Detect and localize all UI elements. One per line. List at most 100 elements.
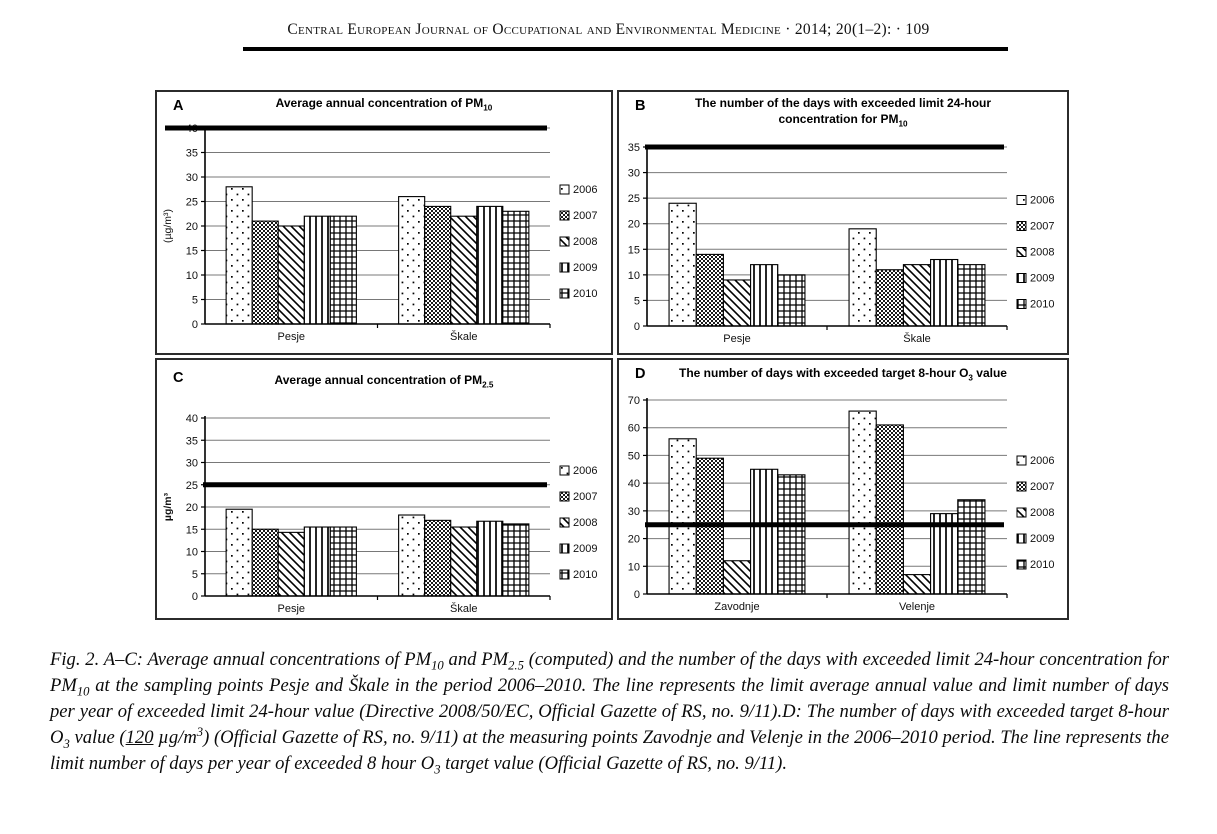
bar-2006-pesje	[225, 508, 253, 597]
legend-label: 2007	[573, 491, 597, 503]
legend-item-2008: 2008	[1016, 247, 1054, 259]
chart-panel-d: 0 10 20 30 40 50 60 70 Zavodnje Velenje 2006 2007 20…	[617, 358, 1069, 620]
legend-item-2009: 2009	[559, 262, 597, 274]
bar-2007-škale	[875, 269, 904, 327]
y-axis-label: µg/m³	[162, 492, 174, 521]
y-tick-label: 15	[628, 244, 640, 256]
bar-2007-škale	[424, 205, 452, 325]
legend-label: 2010	[573, 569, 597, 581]
bar-2010-pesje	[329, 526, 357, 597]
legend-item-2006: 2006	[559, 465, 597, 477]
y-tick-label: 0	[192, 319, 198, 331]
bar-2008-škale	[450, 215, 478, 325]
legend-item-2008: 2008	[1016, 507, 1054, 519]
bar-2009-pesje	[303, 215, 331, 325]
legend-item-2007: 2007	[1016, 481, 1054, 493]
chart-title-c: Average annual concentration of PM2.5	[274, 373, 494, 390]
legend-item-2006: 2006	[1016, 195, 1054, 207]
y-tick-label: 25	[186, 480, 198, 492]
bar-2009-pesje	[750, 264, 779, 327]
chart-title-d: The number of days with exceeded target …	[679, 366, 1007, 383]
legend-item-2008: 2008	[559, 236, 597, 248]
bar-2007-pesje	[695, 253, 724, 327]
legend-label: 2006	[573, 184, 597, 196]
bar-2008-škale	[902, 264, 932, 327]
bar-2008-škale	[450, 526, 478, 597]
bar-2008-pesje	[277, 225, 305, 325]
legend-label: 2009	[573, 543, 597, 555]
bar-2010-pesje	[329, 215, 357, 325]
legend-label: 2006	[573, 465, 597, 477]
bar-2009-zavodnje	[750, 468, 779, 595]
chart-title-a: Average annual concentration of PM10	[275, 96, 493, 113]
legend-label: 2009	[1030, 533, 1054, 545]
legend-label: 2008	[573, 517, 597, 529]
x-category-label: Pesje	[277, 603, 305, 615]
bar-2006-škale	[848, 228, 877, 327]
y-tick-label: 10	[628, 270, 640, 282]
y-tick-label: 15	[186, 524, 198, 536]
legend-label: 2008	[573, 236, 597, 248]
legend-label: 2009	[573, 262, 597, 274]
x-category-label: Pesje	[277, 331, 305, 343]
legend-label: 2007	[1030, 221, 1054, 233]
y-tick-label: 30	[186, 172, 198, 184]
bar-2008-pesje	[722, 279, 752, 327]
y-tick-label: 30	[628, 506, 640, 518]
panel-letter-d: D	[635, 366, 646, 382]
legend-label: 2007	[1030, 481, 1054, 493]
y-tick-label: 5	[634, 295, 640, 307]
bar-2006-velenje	[848, 410, 877, 595]
x-category-label: Škale	[450, 330, 478, 343]
x-category-label: Zavodnje	[714, 601, 759, 613]
x-category-label: Škale	[903, 332, 931, 345]
y-axis-label: (µg/m³)	[162, 209, 174, 243]
bar-2006-škale	[398, 514, 426, 597]
bar-2008-pesje	[277, 531, 305, 597]
bar-chart-ozone-exceedance-days: 0 10 20 30 40 50 60 70 Zavodnje Velenje 2006 2007 20…	[628, 395, 1055, 613]
x-category-label: Pesje	[723, 333, 751, 345]
legend-item-2006: 2006	[1016, 455, 1054, 467]
bar-chart-pm10-exceedance-days: 0 5 10 15 20 25 30 35 Pesje Škale 2006 2007 2008 2009…	[628, 142, 1055, 345]
x-category-label: Škale	[450, 602, 478, 615]
y-tick-label: 20	[186, 502, 198, 514]
legend-item-2010: 2010	[559, 288, 597, 300]
legend-item-2009: 2009	[559, 543, 597, 555]
chart-panel-a: 0510152025303540PesjeŠkale(µg/m³)2006200…	[155, 90, 613, 355]
bar-2010-škale	[502, 210, 530, 325]
y-tick-label: 10	[186, 270, 198, 282]
legend-label: 2006	[1030, 455, 1054, 467]
legend-label: 2006	[1030, 195, 1054, 207]
legend-item-2008: 2008	[559, 517, 597, 529]
chart-panel-c: 0 5 10 15 20 25 30 35 40 Pesje Škale µg/m³ 2006 2007 2…	[155, 358, 613, 620]
y-tick-label: 10	[186, 547, 198, 559]
bar-2007-pesje	[251, 220, 279, 325]
header-rule	[243, 47, 1008, 51]
bar-2006-pesje	[225, 186, 253, 325]
bar-2010-velenje	[957, 499, 986, 595]
legend-item-2010: 2010	[1016, 559, 1054, 571]
bar-2010-pesje	[777, 274, 806, 327]
legend-label: 2008	[1030, 507, 1054, 519]
legend-item-2006: 2006	[559, 184, 597, 196]
y-tick-label: 0	[634, 589, 640, 601]
bar-2007-škale	[424, 519, 452, 597]
bar-chart-pm25-annual: 0 5 10 15 20 25 30 35 40 Pesje Škale µg/m³ 2006 2007 2…	[162, 413, 597, 615]
bar-2007-velenje	[875, 424, 904, 595]
y-tick-label: 0	[192, 591, 198, 603]
y-tick-label: 0	[634, 321, 640, 333]
y-tick-label: 50	[628, 450, 640, 462]
bar-2009-škale	[476, 520, 504, 597]
legend-label: 2010	[1030, 299, 1054, 311]
bar-2007-pesje	[251, 528, 279, 597]
bar-2010-škale	[957, 264, 986, 327]
y-tick-label: 20	[628, 534, 640, 546]
y-tick-label: 35	[628, 142, 640, 154]
panel-letter-a: A	[173, 98, 184, 114]
bar-2008-velenje	[902, 574, 932, 595]
bar-2006-pesje	[668, 202, 697, 327]
y-tick-label: 30	[186, 458, 198, 470]
y-tick-label: 30	[628, 168, 640, 180]
legend-item-2007: 2007	[559, 210, 597, 222]
